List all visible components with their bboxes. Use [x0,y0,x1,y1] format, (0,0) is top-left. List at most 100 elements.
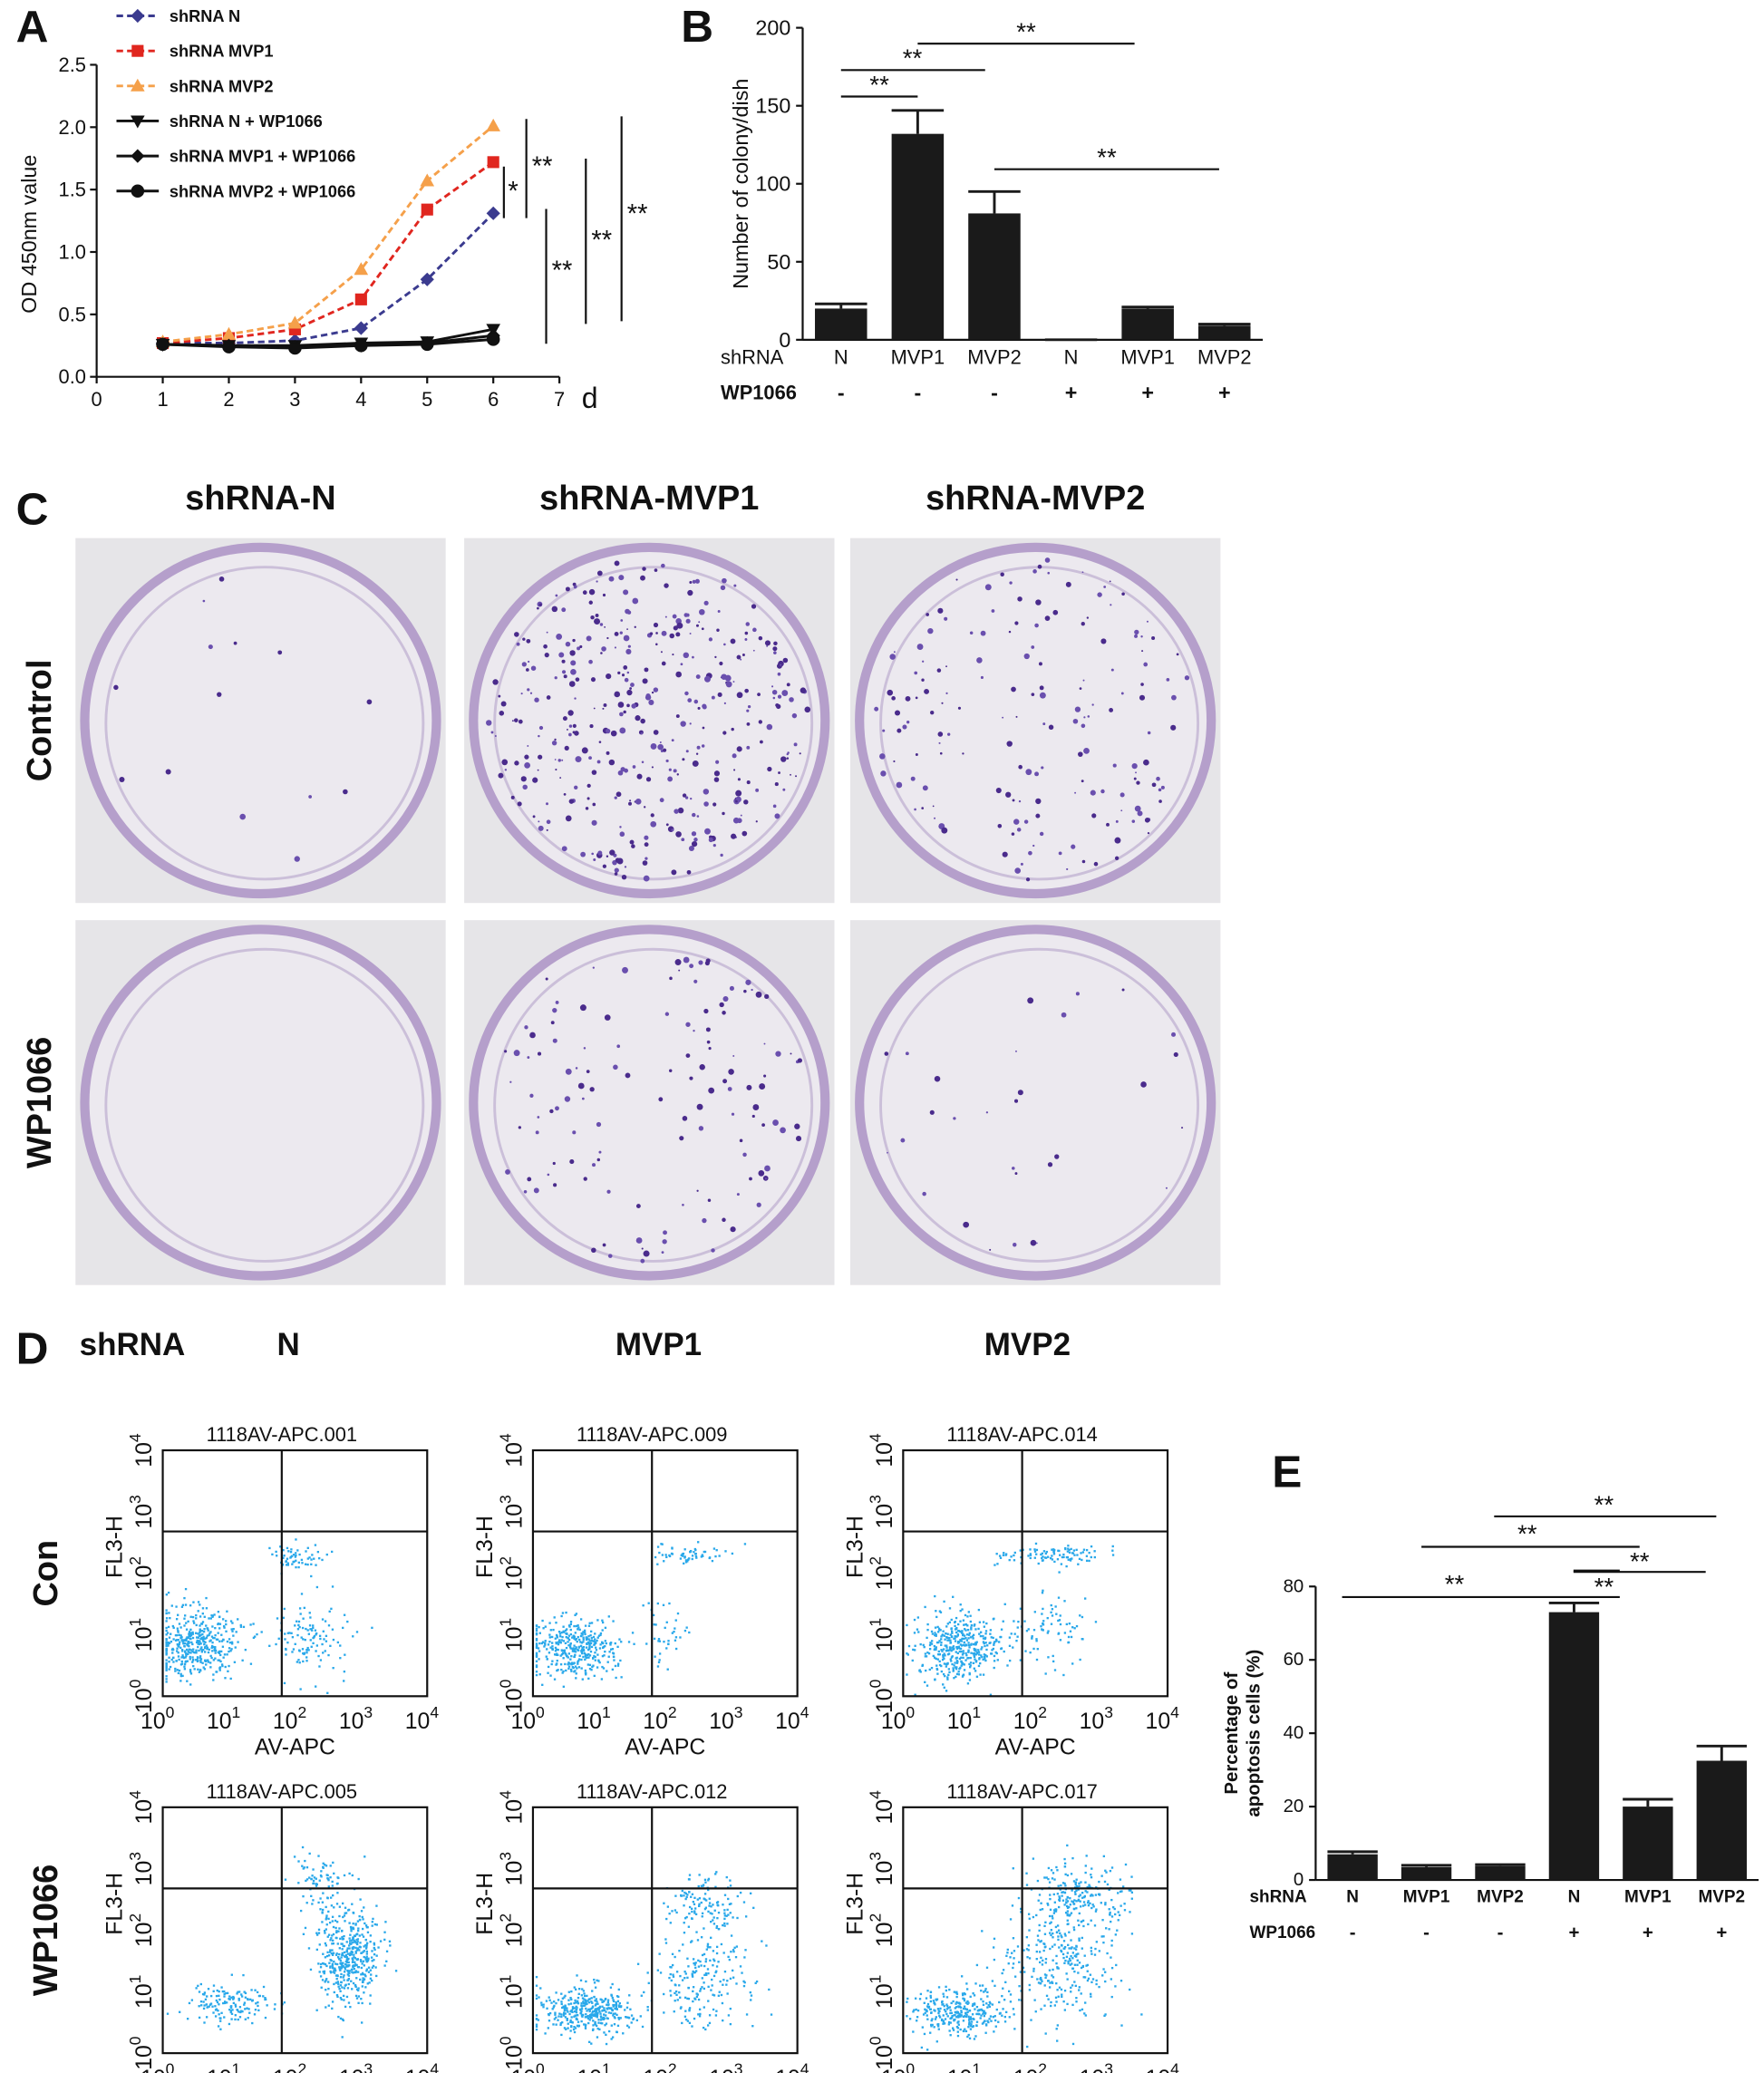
cell-event [1072,1552,1074,1554]
cell-event [646,1971,648,1973]
cell-event [614,2016,615,2018]
colony [1111,669,1114,672]
cell-event [994,2020,996,2021]
colony [519,1126,521,1129]
cell-event [599,1647,601,1649]
colony [561,607,566,612]
colony [614,692,620,698]
colony [609,576,615,582]
colony [722,731,726,734]
cell-event [536,1656,538,1658]
cell-event [320,1659,322,1661]
cell-event [916,2016,918,2018]
cell-event [702,1977,703,1979]
cell-event [1052,1877,1053,1879]
colony [615,867,619,872]
cell-event [344,1614,345,1616]
cell-event [614,2008,615,2010]
tick-exponent: 2 [668,2060,677,2073]
cell-event [675,1648,677,1650]
cell-event [231,1631,233,1632]
colony [741,831,747,837]
cell-event [683,1971,685,1972]
cell-event [209,1661,211,1663]
plot-title: 1118AV-APC.009 [577,1423,727,1446]
cell-event [1007,1949,1009,1951]
tick-exponent: 0 [126,1679,144,1688]
cell-event [356,1997,358,1999]
cell-event [1090,1867,1092,1869]
cell-event [383,1932,385,1933]
cell-event [340,1956,342,1958]
cell-event [374,1966,376,1968]
cell-event [714,1873,716,1874]
cell-event [580,2020,582,2022]
cell-event [183,1645,185,1647]
cell-event [223,1627,225,1629]
colony [655,632,658,634]
colony [652,692,654,693]
cell-event [654,1638,655,1640]
cell-event [973,1652,974,1654]
cell-event [373,1943,375,1945]
cell-event [169,1617,170,1619]
cell-event [680,2006,682,2008]
cell-event [1060,1639,1061,1641]
cell-event [617,2000,619,2002]
cell-event [615,1665,616,1667]
cell-event [967,1682,969,1684]
cell-event [328,1934,330,1936]
cell-event [301,1636,303,1638]
cell-event [951,1636,953,1638]
cell-event [538,1626,539,1628]
cell-event [961,1632,963,1634]
cell-event [536,1652,538,1654]
cell-event [1042,1608,1043,1610]
cell-event [936,1668,938,1670]
cell-event [210,1657,212,1659]
cell-event [344,1671,345,1672]
cell-event [1023,1620,1025,1622]
colony [795,775,797,777]
cell-event [1013,1950,1015,1952]
colony [897,782,903,789]
colony [712,696,715,700]
cell-event [964,1652,966,1654]
cell-event [1075,1985,1077,1987]
cell-event [552,1629,554,1631]
cell-event [361,1962,363,1964]
cell-event [934,1645,935,1647]
cell-event [362,1972,363,1974]
cell-event [1004,1603,1006,1605]
cell-event [1052,1548,1054,1550]
cell-event [582,1678,584,1680]
cell-event [313,1558,315,1560]
x-tick-label: N [1064,345,1079,368]
colony [698,960,703,964]
cell-event [988,1642,990,1644]
colony [617,672,620,674]
cell-event [1109,1913,1110,1915]
cell-event [1009,1660,1011,1661]
cell-event [935,1664,937,1666]
cell-event [610,2012,612,2014]
cell-event [1047,1656,1049,1658]
cell-event [1131,1892,1133,1894]
cell-event [344,1874,345,1876]
colony [690,798,692,799]
cell-event [584,1633,586,1635]
cell-event [1099,1894,1100,1895]
cell-event [912,1660,914,1661]
cell-event [285,1653,286,1655]
cell-event [1073,1903,1075,1904]
cell-event [993,1667,995,1669]
cell-event [568,1665,570,1667]
tick-exponent: 1 [602,2060,611,2073]
cell-event [333,1906,334,1908]
colony [746,1085,751,1090]
cell-event [608,1651,610,1652]
cell-event [1123,1903,1125,1904]
colony [556,1001,559,1004]
cell-event [216,2000,218,2001]
cell-event [536,2024,538,2026]
